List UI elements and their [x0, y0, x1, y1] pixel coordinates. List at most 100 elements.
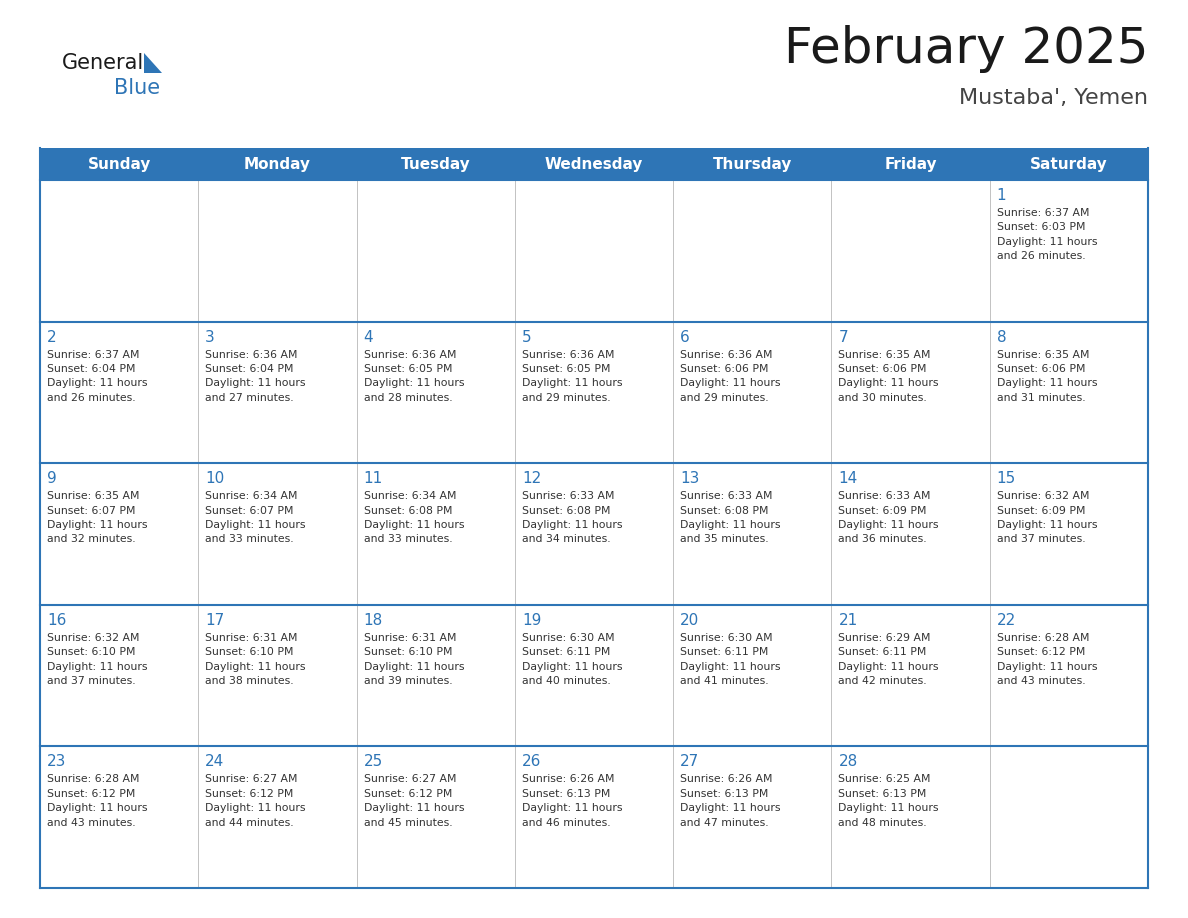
Bar	[40, 180, 198, 321]
Bar	[674, 464, 832, 605]
Bar	[674, 605, 832, 746]
Bar	[514, 464, 674, 605]
Bar	[198, 605, 356, 746]
Text: 20: 20	[681, 613, 700, 628]
Text: Sunrise: 6:35 AM
Sunset: 6:06 PM
Daylight: 11 hours
and 30 minutes.: Sunrise: 6:35 AM Sunset: 6:06 PM Dayligh…	[839, 350, 939, 403]
Text: Sunrise: 6:30 AM
Sunset: 6:11 PM
Daylight: 11 hours
and 41 minutes.: Sunrise: 6:30 AM Sunset: 6:11 PM Dayligh…	[681, 633, 781, 686]
Bar	[514, 746, 674, 888]
Text: Sunrise: 6:31 AM
Sunset: 6:10 PM
Daylight: 11 hours
and 38 minutes.: Sunrise: 6:31 AM Sunset: 6:10 PM Dayligh…	[206, 633, 305, 686]
Text: Friday: Friday	[884, 156, 937, 172]
Bar	[832, 746, 990, 888]
Text: 7: 7	[839, 330, 848, 344]
Bar	[514, 321, 674, 464]
Text: Monday: Monday	[244, 156, 311, 172]
Text: 12: 12	[522, 471, 541, 487]
Bar	[832, 180, 990, 321]
Text: Sunrise: 6:28 AM
Sunset: 6:12 PM
Daylight: 11 hours
and 43 minutes.: Sunrise: 6:28 AM Sunset: 6:12 PM Dayligh…	[48, 775, 147, 828]
Text: Sunrise: 6:32 AM
Sunset: 6:10 PM
Daylight: 11 hours
and 37 minutes.: Sunrise: 6:32 AM Sunset: 6:10 PM Dayligh…	[48, 633, 147, 686]
Text: 15: 15	[997, 471, 1016, 487]
Text: 2: 2	[48, 330, 57, 344]
Bar	[674, 180, 832, 321]
Text: 17: 17	[206, 613, 225, 628]
Text: Sunrise: 6:33 AM
Sunset: 6:09 PM
Daylight: 11 hours
and 36 minutes.: Sunrise: 6:33 AM Sunset: 6:09 PM Dayligh…	[839, 491, 939, 544]
Text: Sunrise: 6:36 AM
Sunset: 6:04 PM
Daylight: 11 hours
and 27 minutes.: Sunrise: 6:36 AM Sunset: 6:04 PM Dayligh…	[206, 350, 305, 403]
Bar	[356, 746, 514, 888]
Text: Wednesday: Wednesday	[545, 156, 643, 172]
Text: 27: 27	[681, 755, 700, 769]
Text: 26: 26	[522, 755, 542, 769]
Text: Sunrise: 6:26 AM
Sunset: 6:13 PM
Daylight: 11 hours
and 46 minutes.: Sunrise: 6:26 AM Sunset: 6:13 PM Dayligh…	[522, 775, 623, 828]
Text: Sunrise: 6:27 AM
Sunset: 6:12 PM
Daylight: 11 hours
and 45 minutes.: Sunrise: 6:27 AM Sunset: 6:12 PM Dayligh…	[364, 775, 465, 828]
Text: Sunrise: 6:25 AM
Sunset: 6:13 PM
Daylight: 11 hours
and 48 minutes.: Sunrise: 6:25 AM Sunset: 6:13 PM Dayligh…	[839, 775, 939, 828]
Bar	[198, 321, 356, 464]
Bar	[356, 180, 514, 321]
Text: 8: 8	[997, 330, 1006, 344]
Text: Sunrise: 6:31 AM
Sunset: 6:10 PM
Daylight: 11 hours
and 39 minutes.: Sunrise: 6:31 AM Sunset: 6:10 PM Dayligh…	[364, 633, 465, 686]
Text: 1: 1	[997, 188, 1006, 203]
Text: Sunrise: 6:35 AM
Sunset: 6:06 PM
Daylight: 11 hours
and 31 minutes.: Sunrise: 6:35 AM Sunset: 6:06 PM Dayligh…	[997, 350, 1098, 403]
Text: Sunrise: 6:28 AM
Sunset: 6:12 PM
Daylight: 11 hours
and 43 minutes.: Sunrise: 6:28 AM Sunset: 6:12 PM Dayligh…	[997, 633, 1098, 686]
Bar	[832, 321, 990, 464]
Text: 18: 18	[364, 613, 383, 628]
Bar	[990, 746, 1148, 888]
Bar	[40, 321, 198, 464]
Text: Sunrise: 6:32 AM
Sunset: 6:09 PM
Daylight: 11 hours
and 37 minutes.: Sunrise: 6:32 AM Sunset: 6:09 PM Dayligh…	[997, 491, 1098, 544]
Text: Thursday: Thursday	[713, 156, 792, 172]
Text: Tuesday: Tuesday	[400, 156, 470, 172]
Bar	[40, 148, 1148, 180]
Text: Sunrise: 6:33 AM
Sunset: 6:08 PM
Daylight: 11 hours
and 34 minutes.: Sunrise: 6:33 AM Sunset: 6:08 PM Dayligh…	[522, 491, 623, 544]
Text: 14: 14	[839, 471, 858, 487]
Text: 22: 22	[997, 613, 1016, 628]
Bar	[356, 321, 514, 464]
Text: Sunrise: 6:35 AM
Sunset: 6:07 PM
Daylight: 11 hours
and 32 minutes.: Sunrise: 6:35 AM Sunset: 6:07 PM Dayligh…	[48, 491, 147, 544]
Text: Blue: Blue	[114, 78, 160, 98]
Text: 9: 9	[48, 471, 57, 487]
Bar	[514, 180, 674, 321]
Text: Sunrise: 6:27 AM
Sunset: 6:12 PM
Daylight: 11 hours
and 44 minutes.: Sunrise: 6:27 AM Sunset: 6:12 PM Dayligh…	[206, 775, 305, 828]
Polygon shape	[144, 53, 162, 73]
Bar	[40, 464, 198, 605]
Text: Saturday: Saturday	[1030, 156, 1107, 172]
Text: Sunrise: 6:34 AM
Sunset: 6:08 PM
Daylight: 11 hours
and 33 minutes.: Sunrise: 6:34 AM Sunset: 6:08 PM Dayligh…	[364, 491, 465, 544]
Bar	[356, 464, 514, 605]
Bar	[990, 605, 1148, 746]
Text: 10: 10	[206, 471, 225, 487]
Text: 4: 4	[364, 330, 373, 344]
Bar	[514, 605, 674, 746]
Text: 6: 6	[681, 330, 690, 344]
Text: 25: 25	[364, 755, 383, 769]
Bar	[990, 321, 1148, 464]
Bar	[198, 746, 356, 888]
Text: 11: 11	[364, 471, 383, 487]
Text: 24: 24	[206, 755, 225, 769]
Text: 21: 21	[839, 613, 858, 628]
Bar	[990, 180, 1148, 321]
Text: 19: 19	[522, 613, 542, 628]
Bar	[674, 746, 832, 888]
Text: Sunrise: 6:33 AM
Sunset: 6:08 PM
Daylight: 11 hours
and 35 minutes.: Sunrise: 6:33 AM Sunset: 6:08 PM Dayligh…	[681, 491, 781, 544]
Text: Sunday: Sunday	[88, 156, 151, 172]
Text: Sunrise: 6:36 AM
Sunset: 6:06 PM
Daylight: 11 hours
and 29 minutes.: Sunrise: 6:36 AM Sunset: 6:06 PM Dayligh…	[681, 350, 781, 403]
Text: 16: 16	[48, 613, 67, 628]
Text: Sunrise: 6:37 AM
Sunset: 6:04 PM
Daylight: 11 hours
and 26 minutes.: Sunrise: 6:37 AM Sunset: 6:04 PM Dayligh…	[48, 350, 147, 403]
Bar	[990, 464, 1148, 605]
Text: 13: 13	[681, 471, 700, 487]
Bar	[832, 464, 990, 605]
Text: 3: 3	[206, 330, 215, 344]
Text: Sunrise: 6:30 AM
Sunset: 6:11 PM
Daylight: 11 hours
and 40 minutes.: Sunrise: 6:30 AM Sunset: 6:11 PM Dayligh…	[522, 633, 623, 686]
Bar	[198, 464, 356, 605]
Text: Sunrise: 6:34 AM
Sunset: 6:07 PM
Daylight: 11 hours
and 33 minutes.: Sunrise: 6:34 AM Sunset: 6:07 PM Dayligh…	[206, 491, 305, 544]
Text: Sunrise: 6:36 AM
Sunset: 6:05 PM
Daylight: 11 hours
and 28 minutes.: Sunrise: 6:36 AM Sunset: 6:05 PM Dayligh…	[364, 350, 465, 403]
Text: 28: 28	[839, 755, 858, 769]
Text: Sunrise: 6:29 AM
Sunset: 6:11 PM
Daylight: 11 hours
and 42 minutes.: Sunrise: 6:29 AM Sunset: 6:11 PM Dayligh…	[839, 633, 939, 686]
Text: General: General	[62, 53, 144, 73]
Text: Sunrise: 6:37 AM
Sunset: 6:03 PM
Daylight: 11 hours
and 26 minutes.: Sunrise: 6:37 AM Sunset: 6:03 PM Dayligh…	[997, 208, 1098, 262]
Bar	[40, 605, 198, 746]
Text: 23: 23	[48, 755, 67, 769]
Text: Sunrise: 6:36 AM
Sunset: 6:05 PM
Daylight: 11 hours
and 29 minutes.: Sunrise: 6:36 AM Sunset: 6:05 PM Dayligh…	[522, 350, 623, 403]
Text: February 2025: February 2025	[784, 25, 1148, 73]
Bar	[674, 321, 832, 464]
Bar	[198, 180, 356, 321]
Text: 5: 5	[522, 330, 531, 344]
Bar	[40, 746, 198, 888]
